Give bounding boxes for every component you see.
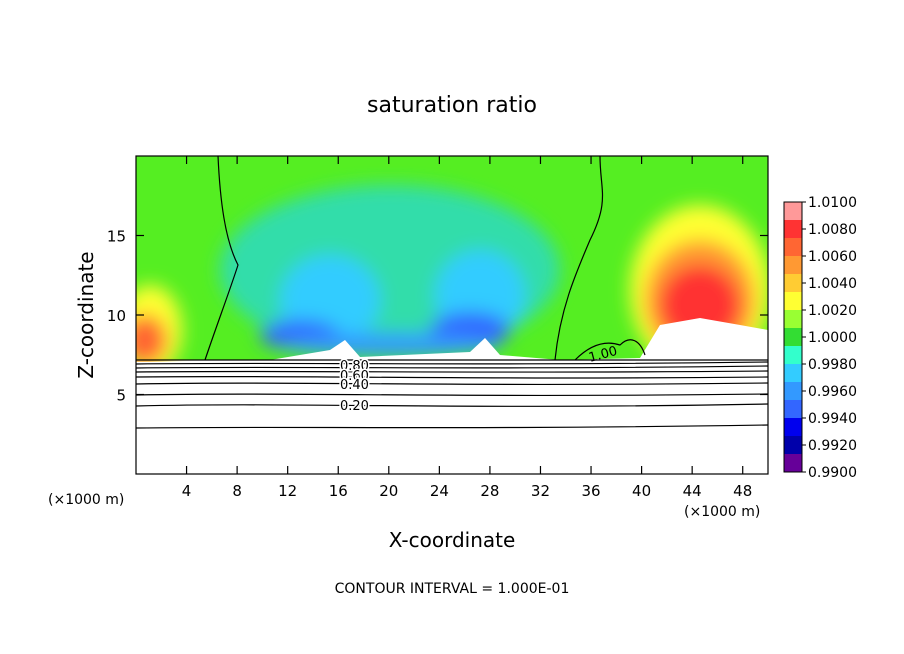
colorbar-swatch bbox=[784, 220, 802, 239]
contour-lines bbox=[136, 156, 768, 429]
colorbar-level-label: 0.9940 bbox=[808, 411, 857, 427]
x-tick-label: 20 bbox=[379, 482, 398, 500]
colorbar-level-label: 1.0040 bbox=[808, 276, 857, 292]
colorbar-swatch bbox=[784, 436, 802, 455]
x-tick-label: 12 bbox=[278, 482, 297, 500]
y-tick-label: 5 bbox=[116, 387, 126, 405]
x-tick-label: 4 bbox=[182, 482, 192, 500]
x-unit-label-right: (×1000 m) bbox=[684, 504, 760, 520]
y-axis-label: Z-coordinate bbox=[74, 251, 98, 378]
colorbar-level-label: 0.9960 bbox=[808, 384, 857, 400]
contour-label: 0.80 bbox=[340, 359, 369, 374]
colorbar-swatch bbox=[784, 418, 802, 437]
colorbar-swatch bbox=[784, 310, 802, 329]
colorbar-swatch bbox=[784, 274, 802, 293]
colorbar: 1.0100 1.0080 1.0060 1.0040 1.0020 1.0000 0.99… bbox=[783, 195, 857, 481]
contour-label: 0.20 bbox=[340, 399, 369, 414]
contour-label: 1.00 bbox=[587, 344, 619, 366]
colorbar-swatch bbox=[784, 238, 802, 257]
x-tick-label: 16 bbox=[329, 482, 348, 500]
chart-title: saturation ratio bbox=[367, 93, 537, 118]
heatmap-field bbox=[136, 156, 768, 474]
x-tick-label: 36 bbox=[581, 482, 600, 500]
colorbar-level-label: 0.9980 bbox=[808, 357, 857, 373]
colorbar-swatch bbox=[784, 454, 802, 473]
colorbar-level-label: 1.0020 bbox=[808, 303, 857, 319]
y-tick-label: 10 bbox=[107, 307, 126, 325]
x-tick-label: 32 bbox=[531, 482, 550, 500]
x-tick-label: 44 bbox=[683, 482, 702, 500]
x-unit-label-left: (×1000 m) bbox=[48, 492, 124, 508]
colorbar-level-label: 1.0080 bbox=[808, 222, 857, 238]
x-tick-label: 48 bbox=[733, 482, 752, 500]
footer-contour-interval: CONTOUR INTERVAL = 1.000E-01 bbox=[335, 581, 570, 597]
x-tick-label: 24 bbox=[430, 482, 449, 500]
contour-label: 0.40 bbox=[340, 378, 369, 393]
colorbar-swatch bbox=[784, 328, 802, 347]
x-tick-label: 8 bbox=[232, 482, 242, 500]
colorbar-swatch bbox=[784, 400, 802, 419]
x-axis: 4 8 12 16 20 24 28 32 36 40 44 48 bbox=[182, 156, 752, 500]
colorbar-swatch bbox=[784, 346, 802, 365]
colorbar-level-label: 0.9920 bbox=[808, 438, 857, 454]
y-axis: 5 10 15 bbox=[107, 228, 768, 405]
contour-label-group: 0.80 0.60 0.40 0.20 1.00 bbox=[339, 344, 620, 416]
x-axis-label: X-coordinate bbox=[389, 528, 516, 552]
colorbar-level-label: 1.0060 bbox=[808, 249, 857, 265]
colorbar-level-label: 1.0000 bbox=[808, 330, 857, 346]
colorbar-swatch bbox=[784, 202, 802, 221]
colorbar-swatch bbox=[784, 256, 802, 275]
x-tick-label: 40 bbox=[632, 482, 651, 500]
contour-label: 0.60 bbox=[340, 369, 369, 384]
colorbar-swatch bbox=[784, 364, 802, 383]
colorbar-swatch bbox=[784, 292, 802, 311]
colorbar-level-label: 1.0100 bbox=[808, 195, 857, 211]
colorbar-level-label: 0.9900 bbox=[808, 465, 857, 481]
y-tick-label: 15 bbox=[107, 228, 126, 246]
colorbar-swatch bbox=[784, 382, 802, 401]
x-tick-label: 28 bbox=[480, 482, 499, 500]
plot-area: 0.80 0.60 0.40 0.20 1.00 bbox=[136, 156, 768, 474]
